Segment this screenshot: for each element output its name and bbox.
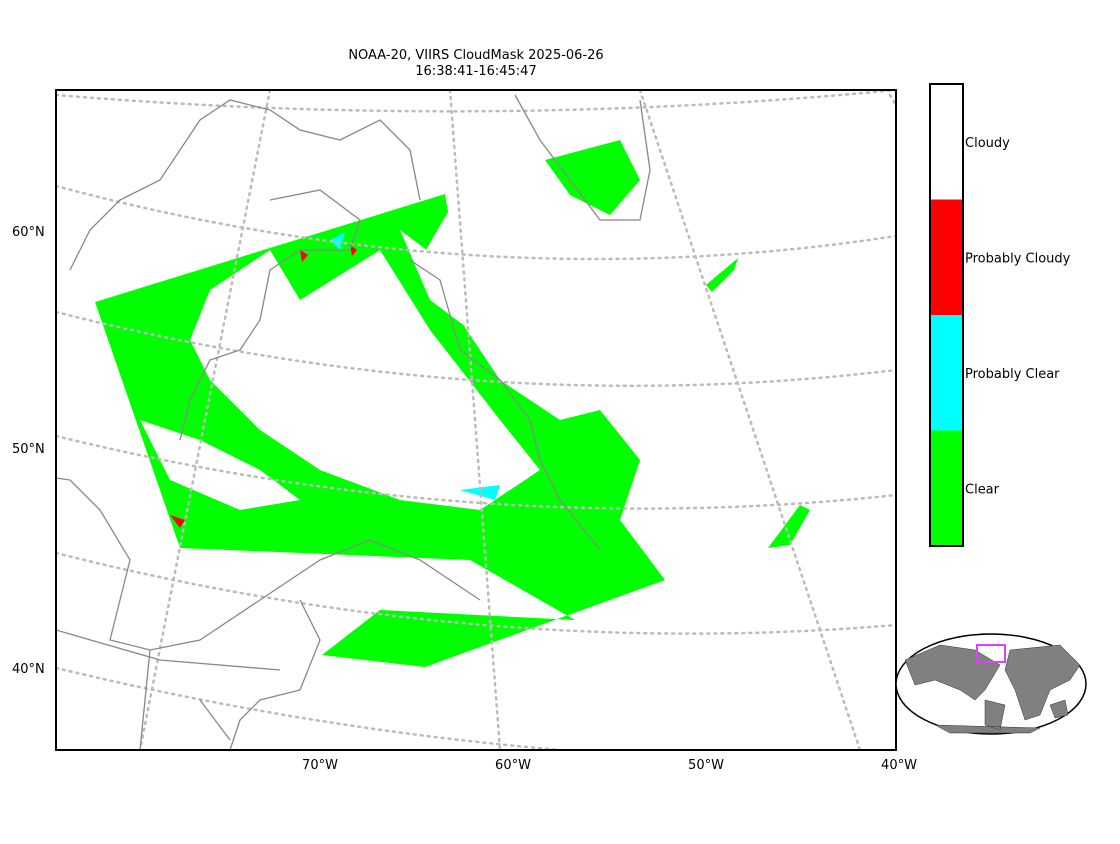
lat-label: 60°N xyxy=(12,225,45,240)
lon-label: 70°W xyxy=(302,758,338,773)
colorbar-label: Cloudy xyxy=(965,136,1010,151)
cloud-area xyxy=(140,420,300,510)
map-frame xyxy=(55,89,897,751)
lat-label: 50°N xyxy=(12,442,45,457)
lon-label: 50°W xyxy=(688,758,724,773)
cloud-area xyxy=(190,250,540,510)
lat-label: 40°N xyxy=(12,662,45,677)
colorbar-segment xyxy=(930,84,963,200)
colorbar-label: Probably Clear xyxy=(965,367,1060,382)
colorbar-label: Clear xyxy=(965,482,1000,497)
colorbar-segment xyxy=(930,430,963,546)
colorbar-segment xyxy=(930,199,963,315)
colorbar-frame xyxy=(929,83,964,547)
colorbar-label: Probably Cloudy xyxy=(965,251,1071,266)
clear-patch xyxy=(545,140,640,215)
lon-label: 40°W xyxy=(881,758,917,773)
title-line: NOAA-20, VIIRS CloudMask 2025-06-26 xyxy=(348,48,603,63)
title-line: 16:38:41-16:45:47 xyxy=(415,64,536,79)
clear-patch xyxy=(768,505,810,548)
map-area xyxy=(56,90,896,750)
clear-patch xyxy=(706,258,738,292)
colorbar: Cloudy Probably Cloudy Probably Clear Clear xyxy=(929,83,1071,547)
inset-globe xyxy=(895,633,1087,735)
lon-label: 60°W xyxy=(495,758,531,773)
cloud-area xyxy=(400,230,470,330)
colorbar-segment xyxy=(930,315,963,431)
